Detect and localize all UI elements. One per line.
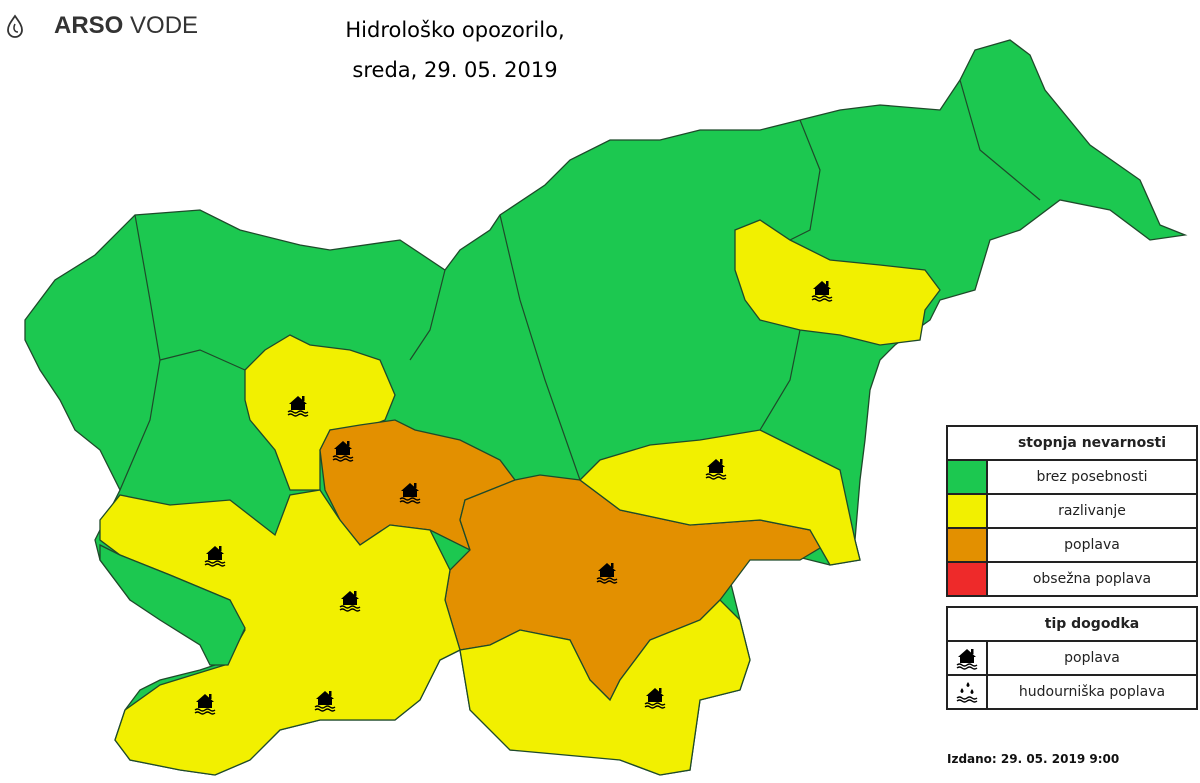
region-brez-posebnosti	[99, 543, 246, 666]
flood-house-icon	[314, 691, 336, 712]
region-border	[789, 119, 821, 241]
color-swatch	[948, 563, 988, 595]
flood-house-icon	[339, 591, 361, 612]
legend-item: poplava	[948, 642, 1196, 674]
legend-title: stopnja nevarnosti	[948, 427, 1196, 461]
legend-item: brez posebnosti	[948, 461, 1196, 493]
flood-house-icon	[287, 396, 309, 417]
legend-label: obsežna poplava	[1032, 571, 1152, 587]
flood-house-icon	[705, 459, 727, 480]
region-border	[159, 349, 246, 371]
issued-timestamp: Izdano: 29. 05. 2019 9:00	[947, 752, 1120, 766]
flood-house-icon	[596, 563, 618, 584]
legend-label: poplava	[1064, 650, 1120, 666]
region-border	[409, 269, 446, 361]
color-swatch	[948, 529, 988, 561]
legend-item: obsežna poplava	[948, 561, 1196, 595]
legend-title: tip dogodka	[948, 608, 1196, 642]
legend-item: hudourniška poplava	[948, 674, 1196, 708]
region-razlivanje	[99, 489, 461, 776]
color-swatch	[948, 495, 988, 527]
flood-house-icon	[956, 649, 978, 670]
flood-house-icon	[194, 694, 216, 715]
region-razlivanje	[459, 599, 751, 776]
region-border	[759, 329, 801, 431]
flood-house-icon	[399, 483, 421, 504]
event-type-legend: tip dogodka poplava hudourniška poplava	[946, 606, 1198, 710]
brand-name: ARSO VODE	[54, 12, 199, 39]
color-swatch	[948, 461, 988, 493]
water-drop-icon	[7, 14, 23, 38]
region-border	[499, 214, 581, 481]
legend-item: razlivanje	[948, 493, 1196, 527]
flood-house-icon	[332, 441, 354, 462]
flood-house-icon	[204, 546, 226, 567]
region-border	[119, 214, 161, 491]
legend-label: brez posebnosti	[1036, 469, 1148, 485]
legend-item: poplava	[948, 527, 1196, 561]
page-title: Hidrološko opozorilo, sreda, 29. 05. 201…	[300, 10, 610, 90]
legend-label: poplava	[1064, 537, 1120, 553]
legend-label: razlivanje	[1058, 503, 1126, 519]
flash-flood-icon	[956, 682, 978, 703]
legend-label: hudourniška poplava	[1018, 684, 1166, 700]
title-line-1: Hidrološko opozorilo,	[345, 18, 565, 42]
danger-level-legend: stopnja nevarnosti brez posebnosti razliv…	[946, 425, 1198, 597]
region-border	[959, 79, 1041, 201]
flood-house-icon	[644, 688, 666, 709]
flood-house-icon	[811, 281, 833, 302]
title-line-2: sreda, 29. 05. 2019	[352, 58, 558, 82]
region-razlivanje	[579, 429, 861, 566]
arso-logo: ARSO VODE	[6, 12, 198, 40]
region-razlivanje	[734, 219, 941, 346]
